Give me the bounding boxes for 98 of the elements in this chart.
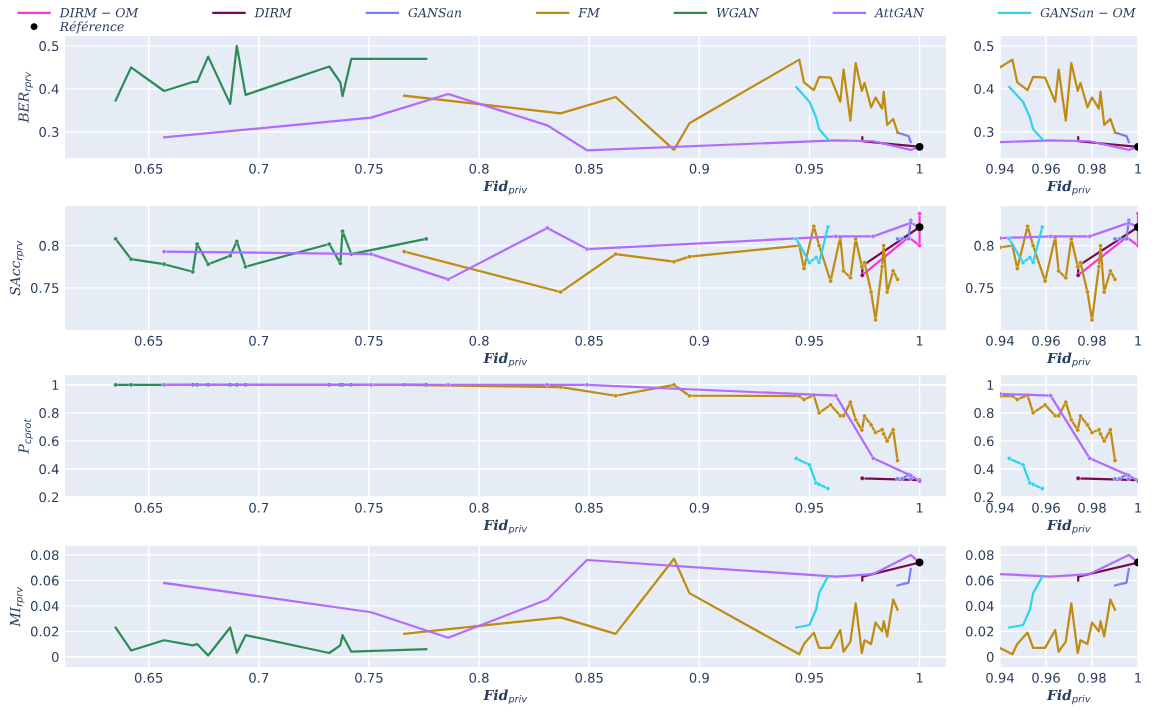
x-tick-label: 0.9 [689, 672, 709, 683]
x-tick-label: 0.96 [1032, 335, 1060, 346]
y-tick-label: 0.04 [965, 601, 994, 612]
y-tick-label: 0.4 [39, 84, 59, 95]
x-tick-label: 1 [916, 163, 923, 174]
x-tick-label: 0.7 [249, 335, 269, 346]
legend-label: GANSan [408, 7, 462, 18]
x-tick-label: 0.65 [134, 672, 163, 683]
x-tick-label: 1 [916, 672, 923, 683]
legend-label: Référence [59, 21, 124, 34]
y-tick-label: 0.75 [30, 283, 59, 294]
x-tick-label: 0.9 [689, 163, 709, 174]
y-tick-label: 0.3 [39, 127, 59, 137]
x-tick-label: 0.95 [795, 335, 823, 346]
x-tick-label: 1 [1135, 163, 1141, 174]
x-tick-label: 0.8 [469, 502, 489, 513]
x-tick-label: 1 [1135, 672, 1141, 683]
y-tick-label: 1 [52, 380, 59, 390]
y-tick-label: 1 [987, 380, 994, 390]
y-tick-label: 0.75 [965, 283, 994, 294]
x-tick-label: 0.96 [1032, 502, 1060, 513]
x-axis-title: Fid$_{priv}$ [1046, 352, 1091, 368]
y-tick-label: 0.8 [39, 240, 59, 251]
legend-label: GANSan − OM [1040, 7, 1136, 18]
x-axis-title: Fid$_{priv}$ [1046, 180, 1091, 196]
x-tick-label: 0.85 [575, 502, 603, 513]
x-axis-title: Fid$_{priv}$ [483, 689, 528, 705]
y-tick-label: 0.4 [974, 84, 994, 95]
x-tick-label: 0.8 [469, 335, 489, 346]
x-tick-label: 0.75 [355, 672, 383, 683]
x-tick-label: 0.7 [249, 163, 269, 174]
y-tick-label: 0.04 [30, 601, 59, 612]
y-tick-label: 0.06 [30, 575, 59, 586]
y-tick-label: 0 [986, 652, 994, 663]
y-axis-title: MI$_{rprv}$ [10, 586, 25, 627]
x-axis-title: Fid$_{priv}$ [483, 519, 528, 535]
x-tick-label: 0.94 [986, 335, 1014, 346]
x-tick-label: 0.65 [134, 502, 163, 513]
y-tick-label: 0.06 [965, 575, 994, 586]
x-tick-label: 0.8 [469, 672, 489, 683]
x-tick-label: 0.85 [575, 672, 603, 683]
y-tick-label: 0.08 [30, 550, 59, 561]
y-tick-label: 0 [51, 652, 59, 663]
y-tick-label: 0.5 [974, 41, 994, 52]
x-tick-label: 1 [1135, 335, 1141, 346]
x-tick-label: 0.98 [1078, 672, 1106, 683]
x-tick-label: 0.85 [575, 335, 603, 346]
x-tick-label: 0.65 [134, 335, 163, 346]
x-tick-label: 0.85 [575, 163, 603, 174]
x-tick-label: 0.7 [249, 502, 269, 513]
x-tick-label: 0.94 [986, 502, 1014, 513]
x-tick-label: 1 [916, 335, 923, 346]
legend-label: FM [578, 8, 600, 18]
y-tick-label: 0.2 [974, 492, 994, 503]
x-axis-title: Fid$_{priv}$ [483, 180, 528, 196]
y-tick-label: 0.8 [974, 240, 994, 251]
y-tick-label: 0.6 [974, 436, 994, 447]
y-axis-title: SAcc$_{rprv}$ [9, 240, 25, 296]
y-tick-label: 0.02 [965, 626, 994, 637]
y-tick-label: 0.4 [974, 464, 994, 475]
x-axis-title: Fid$_{priv}$ [483, 352, 528, 368]
x-tick-label: 0.96 [1032, 163, 1060, 174]
y-tick-label: 0.8 [974, 408, 994, 419]
x-tick-label: 0.75 [355, 502, 383, 513]
y-tick-label: 0.8 [39, 408, 59, 419]
x-axis-title: Fid$_{priv}$ [1046, 689, 1091, 705]
legend-label: DIRM − OM [59, 7, 139, 18]
x-tick-label: 0.94 [986, 672, 1014, 683]
x-tick-label: 0.95 [795, 502, 823, 513]
y-tick-label: 0.4 [39, 464, 59, 475]
y-tick-label: 0.2 [39, 492, 59, 503]
x-tick-label: 0.75 [355, 335, 383, 346]
x-tick-label: 0.95 [795, 672, 823, 683]
x-tick-label: 0.98 [1078, 335, 1106, 346]
y-tick-label: 0.5 [39, 41, 59, 52]
legend-label: WGAN [716, 7, 760, 18]
x-tick-label: 0.94 [986, 163, 1014, 174]
x-tick-label: 1 [916, 502, 923, 513]
y-tick-label: 0.08 [965, 550, 994, 561]
x-tick-label: 0.98 [1078, 502, 1106, 513]
x-tick-label: 0.65 [134, 163, 163, 174]
x-tick-label: 0.7 [249, 672, 269, 683]
x-tick-label: 0.96 [1032, 672, 1060, 683]
x-tick-label: 1 [1135, 502, 1141, 513]
x-tick-label: 0.9 [689, 335, 709, 346]
x-axis-title: Fid$_{priv}$ [1046, 519, 1091, 535]
x-tick-label: 0.75 [355, 163, 383, 174]
y-tick-label: 0.3 [974, 127, 994, 137]
y-axis-title: BER$_{rprv}$ [18, 71, 33, 123]
y-tick-label: 0.02 [30, 626, 59, 637]
x-tick-label: 0.8 [469, 163, 489, 174]
y-tick-label: 0.6 [39, 436, 59, 447]
x-tick-label: 0.98 [1078, 163, 1106, 174]
x-tick-label: 0.9 [689, 502, 709, 513]
legend-label: DIRM [254, 8, 292, 18]
legend-label: AttGAN [874, 7, 925, 18]
x-tick-label: 0.95 [795, 163, 823, 174]
y-axis-title: P$_{cprot}$ [18, 418, 33, 454]
